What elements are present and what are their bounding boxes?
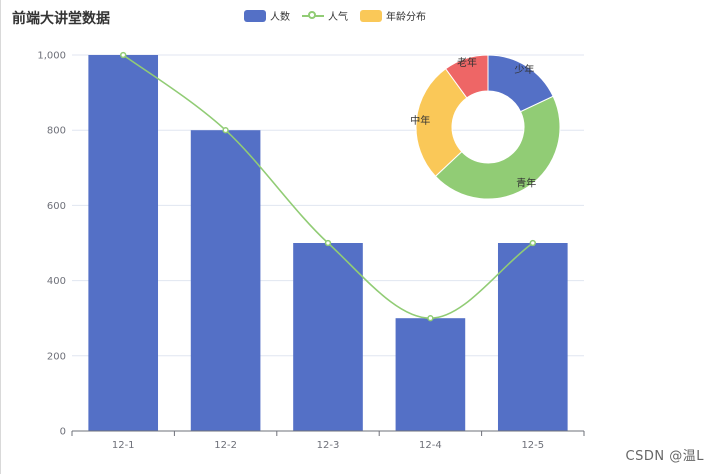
pie-label: 老年 <box>457 56 477 69</box>
legend-label-bar: 人数 <box>270 12 290 23</box>
bar[interactable] <box>497 243 568 431</box>
y-tick-label: 800 <box>47 126 66 137</box>
chart-title: 前端大讲堂数据 <box>12 11 110 27</box>
bar[interactable] <box>190 130 261 431</box>
pie-slice[interactable] <box>434 95 561 200</box>
line-point[interactable] <box>529 239 536 247</box>
bar[interactable] <box>395 318 466 431</box>
y-tick-label: 600 <box>47 201 66 212</box>
legend-item-line[interactable]: 人气 <box>302 8 348 23</box>
y-tick-label: 200 <box>47 351 66 362</box>
pie-label: 少年 <box>514 63 534 76</box>
x-tick-label: 12-1 <box>112 440 135 451</box>
y-tick-label: 400 <box>47 276 66 287</box>
legend-label-line: 人气 <box>328 12 348 23</box>
x-tick-label: 12-5 <box>521 440 544 451</box>
x-tick-label: 12-2 <box>214 440 237 451</box>
legend-swatch-pie <box>360 9 382 22</box>
y-tick-label: 1,000 <box>37 51 66 62</box>
legend-swatch-line <box>302 10 324 22</box>
legend-label-pie: 年龄分布 <box>386 12 426 23</box>
bar[interactable] <box>88 55 159 431</box>
watermark: CSDN @温L <box>625 449 704 464</box>
pie-slice[interactable] <box>444 54 489 99</box>
pie-slice[interactable] <box>415 68 468 177</box>
legend: 人数 人气 年龄分布 <box>244 8 426 23</box>
line-point[interactable] <box>427 315 434 322</box>
legend-swatch-bar <box>244 9 266 22</box>
line-point[interactable] <box>222 127 229 134</box>
line-point[interactable] <box>120 51 127 59</box>
pie-label: 青年 <box>516 177 536 190</box>
x-tick-label: 12-4 <box>419 440 442 451</box>
line-point[interactable] <box>324 239 332 247</box>
legend-item-pie[interactable]: 年龄分布 <box>360 8 426 23</box>
legend-item-bar[interactable]: 人数 <box>244 8 290 23</box>
pie-label: 中年 <box>410 114 430 127</box>
y-tick-label: 0 <box>60 427 66 438</box>
bar[interactable] <box>293 243 363 431</box>
x-tick-label: 12-3 <box>317 440 340 451</box>
